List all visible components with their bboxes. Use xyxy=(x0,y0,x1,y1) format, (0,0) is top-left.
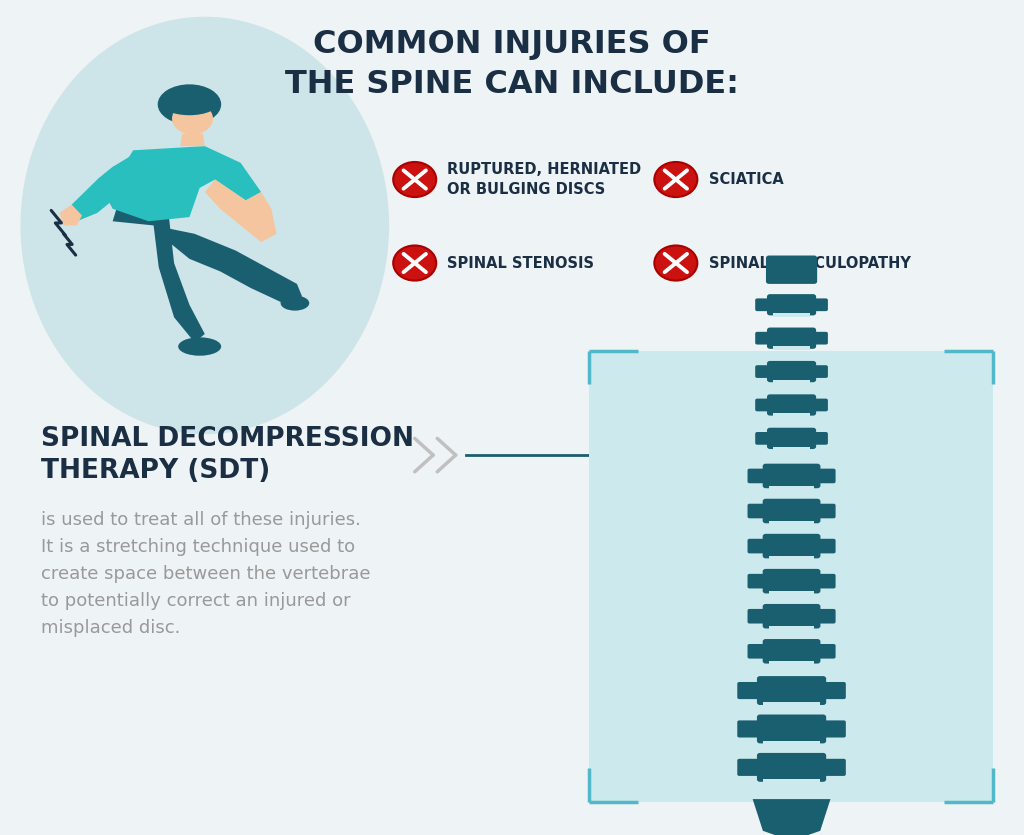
Ellipse shape xyxy=(158,84,221,124)
FancyBboxPatch shape xyxy=(748,644,772,659)
Circle shape xyxy=(654,162,697,197)
FancyBboxPatch shape xyxy=(767,428,816,449)
FancyBboxPatch shape xyxy=(757,676,826,705)
FancyBboxPatch shape xyxy=(748,609,772,624)
FancyBboxPatch shape xyxy=(763,498,820,524)
Polygon shape xyxy=(154,225,302,305)
Polygon shape xyxy=(205,180,276,242)
Text: RUPTURED, HERNIATED
OR BULGING DISCS: RUPTURED, HERNIATED OR BULGING DISCS xyxy=(447,163,642,196)
FancyBboxPatch shape xyxy=(763,569,820,594)
FancyBboxPatch shape xyxy=(757,715,826,743)
FancyBboxPatch shape xyxy=(807,365,827,378)
FancyBboxPatch shape xyxy=(757,753,826,782)
FancyBboxPatch shape xyxy=(763,463,820,488)
Ellipse shape xyxy=(281,296,309,311)
FancyBboxPatch shape xyxy=(756,398,776,412)
FancyBboxPatch shape xyxy=(817,682,846,699)
FancyBboxPatch shape xyxy=(737,682,766,699)
FancyBboxPatch shape xyxy=(811,468,836,483)
FancyBboxPatch shape xyxy=(748,468,772,483)
FancyBboxPatch shape xyxy=(748,539,772,554)
Ellipse shape xyxy=(20,17,389,434)
FancyBboxPatch shape xyxy=(763,534,820,559)
FancyBboxPatch shape xyxy=(756,432,776,445)
FancyBboxPatch shape xyxy=(767,294,816,316)
Text: COMMON INJURIES OF
THE SPINE CAN INCLUDE:: COMMON INJURIES OF THE SPINE CAN INCLUDE… xyxy=(285,29,739,99)
FancyBboxPatch shape xyxy=(769,486,814,490)
Ellipse shape xyxy=(160,89,219,115)
FancyBboxPatch shape xyxy=(769,556,814,560)
Polygon shape xyxy=(113,205,205,342)
FancyBboxPatch shape xyxy=(766,256,817,284)
Text: SPINAL DECOMPRESSION
THERAPY (SDT): SPINAL DECOMPRESSION THERAPY (SDT) xyxy=(41,426,414,483)
FancyBboxPatch shape xyxy=(737,721,766,737)
Polygon shape xyxy=(72,154,133,221)
FancyBboxPatch shape xyxy=(767,394,816,416)
Polygon shape xyxy=(97,146,261,221)
FancyBboxPatch shape xyxy=(817,759,846,776)
FancyBboxPatch shape xyxy=(756,365,776,378)
FancyBboxPatch shape xyxy=(763,604,820,629)
FancyBboxPatch shape xyxy=(748,574,772,589)
FancyBboxPatch shape xyxy=(763,779,820,783)
FancyBboxPatch shape xyxy=(811,609,836,624)
Circle shape xyxy=(393,162,436,197)
FancyBboxPatch shape xyxy=(811,539,836,554)
FancyBboxPatch shape xyxy=(811,574,836,589)
FancyBboxPatch shape xyxy=(811,644,836,659)
FancyBboxPatch shape xyxy=(773,413,810,418)
Circle shape xyxy=(654,245,697,281)
FancyBboxPatch shape xyxy=(756,298,776,311)
Polygon shape xyxy=(59,205,82,225)
Circle shape xyxy=(393,245,436,281)
Ellipse shape xyxy=(178,337,221,356)
Text: SPINAL RADICULOPATHY: SPINAL RADICULOPATHY xyxy=(709,256,910,271)
FancyBboxPatch shape xyxy=(773,380,810,384)
FancyBboxPatch shape xyxy=(769,521,814,525)
FancyBboxPatch shape xyxy=(763,702,820,706)
FancyBboxPatch shape xyxy=(737,759,766,776)
Polygon shape xyxy=(180,134,205,146)
FancyBboxPatch shape xyxy=(769,626,814,630)
FancyBboxPatch shape xyxy=(748,504,772,519)
FancyBboxPatch shape xyxy=(763,741,820,745)
FancyBboxPatch shape xyxy=(767,327,816,349)
FancyBboxPatch shape xyxy=(589,351,993,802)
FancyBboxPatch shape xyxy=(756,331,776,345)
Text: is used to treat all of these injuries.
It is a stretching technique used to
cre: is used to treat all of these injuries. … xyxy=(41,511,371,637)
Text: SCIATICA: SCIATICA xyxy=(709,172,783,187)
FancyBboxPatch shape xyxy=(769,591,814,595)
Text: SPINAL STENOSIS: SPINAL STENOSIS xyxy=(447,256,595,271)
FancyBboxPatch shape xyxy=(807,398,827,412)
FancyBboxPatch shape xyxy=(807,298,827,311)
FancyBboxPatch shape xyxy=(773,347,810,351)
FancyBboxPatch shape xyxy=(773,313,810,317)
Ellipse shape xyxy=(172,103,213,134)
FancyBboxPatch shape xyxy=(817,721,846,737)
FancyBboxPatch shape xyxy=(769,661,814,665)
FancyBboxPatch shape xyxy=(763,639,820,664)
FancyBboxPatch shape xyxy=(773,447,810,451)
FancyBboxPatch shape xyxy=(807,331,827,345)
FancyBboxPatch shape xyxy=(807,432,827,445)
Polygon shape xyxy=(753,799,830,835)
FancyBboxPatch shape xyxy=(811,504,836,519)
FancyBboxPatch shape xyxy=(767,361,816,382)
